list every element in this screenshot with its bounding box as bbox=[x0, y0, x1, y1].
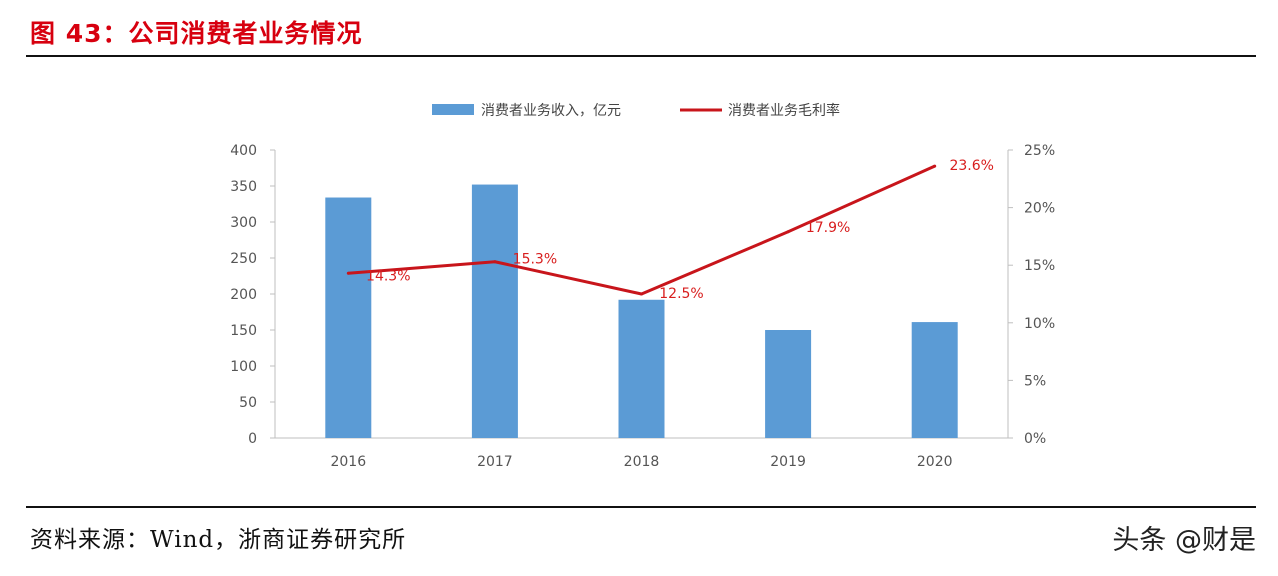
legend-label-revenue: 消费者业务收入，亿元 bbox=[481, 103, 621, 119]
bar-series bbox=[325, 184, 958, 438]
y-tick-label-left: 150 bbox=[230, 323, 257, 339]
legend-swatch-revenue bbox=[432, 104, 474, 115]
line-point bbox=[346, 271, 350, 275]
y-tick-label-left: 350 bbox=[230, 179, 257, 195]
top-rule bbox=[26, 55, 1256, 57]
legend: 消费者业务收入，亿元 消费者业务毛利率 bbox=[432, 102, 840, 119]
bar bbox=[911, 322, 958, 438]
line-point bbox=[640, 292, 643, 296]
figure-title: 图 43：公司消费者业务情况 bbox=[30, 19, 363, 48]
data-label: 15.3% bbox=[513, 252, 557, 268]
axes: 0 50 100 150 200 250 300 350 400 0% 5% 10% 15% 20% 25%… bbox=[230, 143, 1055, 470]
line-series bbox=[346, 164, 937, 296]
data-label: 14.3% bbox=[366, 268, 410, 284]
y-tick-label-left: 50 bbox=[239, 395, 257, 411]
line-point bbox=[786, 230, 790, 234]
data-label: 12.5% bbox=[659, 286, 703, 302]
bar bbox=[471, 184, 518, 438]
y-tick-label-right: 5% bbox=[1024, 373, 1046, 389]
bar bbox=[325, 197, 372, 438]
y-tick-label-left: 250 bbox=[230, 251, 257, 267]
x-tick-label: 2016 bbox=[330, 454, 366, 470]
y-tick-label-left: 200 bbox=[230, 287, 257, 303]
line-point bbox=[933, 164, 937, 168]
y-tick-label-right: 25% bbox=[1024, 143, 1055, 159]
y-tick-label-left: 0 bbox=[248, 431, 257, 447]
x-tick-label: 2018 bbox=[624, 454, 660, 470]
y-tick-label-right: 20% bbox=[1024, 201, 1055, 217]
legend-label-margin: 消费者业务毛利率 bbox=[728, 102, 840, 119]
source-note: 资料来源：Wind，浙商证券研究所 bbox=[30, 527, 407, 553]
line-point bbox=[493, 260, 497, 264]
bottom-rule bbox=[26, 506, 1256, 508]
data-label: 23.6% bbox=[949, 158, 993, 174]
y-tick-label-left: 100 bbox=[230, 359, 257, 375]
bar bbox=[618, 299, 665, 438]
data-labels: 14.3% 15.3% 12.5% 17.9% 23.6% bbox=[366, 158, 994, 302]
data-label: 17.9% bbox=[806, 220, 850, 236]
x-tick-label: 2017 bbox=[477, 454, 513, 470]
y-tick-label-right: 0% bbox=[1024, 431, 1046, 447]
watermark: 头条 @财是 bbox=[1112, 525, 1256, 556]
x-tick-label: 2019 bbox=[770, 454, 806, 470]
y-tick-label-right: 10% bbox=[1024, 316, 1055, 332]
x-tick-label: 2020 bbox=[917, 454, 953, 470]
y-tick-label-right: 15% bbox=[1024, 258, 1055, 274]
y-tick-label-left: 300 bbox=[230, 215, 257, 231]
y-tick-label-left: 400 bbox=[230, 143, 257, 159]
combo-chart: 消费者业务收入，亿元 消费者业务毛利率 0 50 100 150 200 250 300 35… bbox=[230, 102, 1055, 470]
bar bbox=[765, 330, 812, 438]
